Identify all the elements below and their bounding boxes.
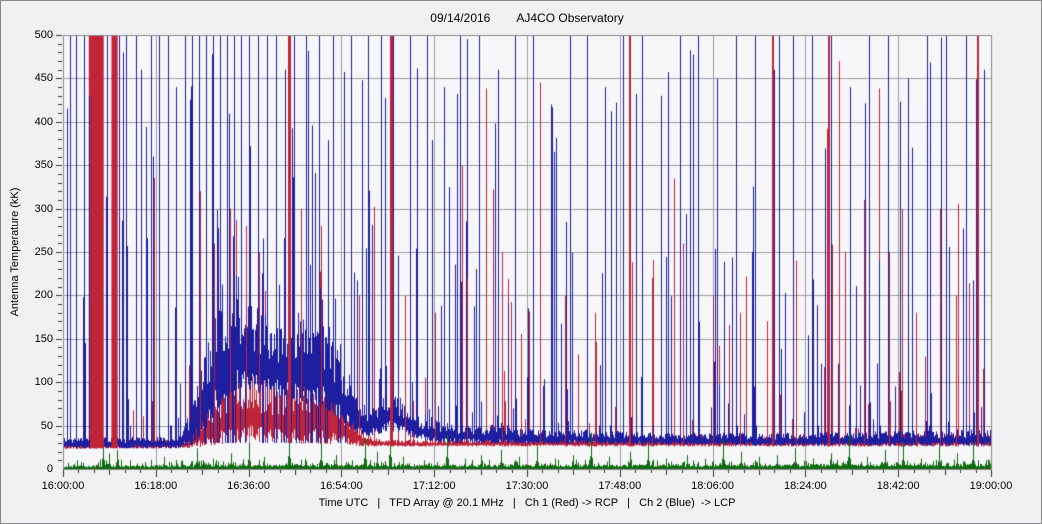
footer-caption: Time UTC | TFD Array @ 20.1 MHz | Ch 1 (… bbox=[318, 497, 736, 509]
x-tick-label-16:00:00: 16:00:00 bbox=[41, 480, 85, 492]
y-tick-label-400: 400 bbox=[34, 115, 53, 128]
y-axis-label: Antenna Temperature (kK) bbox=[9, 187, 21, 317]
y-tick-label-100: 100 bbox=[34, 376, 53, 389]
x-tick-label-16:54:00: 16:54:00 bbox=[319, 480, 363, 492]
y-tick-label-250: 250 bbox=[34, 246, 53, 258]
x-tick-label-16:18:00: 16:18:00 bbox=[134, 480, 178, 492]
y-tick-label-200: 200 bbox=[34, 289, 53, 302]
x-tick-label-18:06:00: 18:06:00 bbox=[691, 480, 734, 492]
y-tick-label-450: 450 bbox=[34, 72, 53, 85]
x-tick-label-17:30:00: 17:30:00 bbox=[505, 480, 549, 492]
title-date: 09/14/2016 bbox=[430, 11, 491, 25]
page-title: 09/14/2016 AJ4CO Observatory bbox=[63, 11, 991, 25]
title-observatory: AJ4CO Observatory bbox=[516, 11, 624, 25]
y-tick-label-50: 50 bbox=[40, 419, 53, 432]
x-tick-label-19:00:00: 19:00:00 bbox=[969, 480, 1013, 492]
y-tick-label-350: 350 bbox=[34, 159, 53, 172]
x-tick-label-18:24:00: 18:24:00 bbox=[783, 480, 827, 492]
x-tick-label-18:42:00: 18:42:00 bbox=[876, 480, 920, 492]
x-tick-label-16:36:00: 16:36:00 bbox=[227, 480, 270, 492]
y-tick-label-300: 300 bbox=[34, 202, 53, 215]
y-tick-label-150: 150 bbox=[34, 332, 53, 345]
x-tick-label-17:12:00: 17:12:00 bbox=[412, 480, 456, 492]
y-tick-label-500: 500 bbox=[34, 29, 53, 41]
x-tick-label-17:48:00: 17:48:00 bbox=[598, 480, 642, 492]
y-tick-label-0: 0 bbox=[46, 463, 53, 475]
